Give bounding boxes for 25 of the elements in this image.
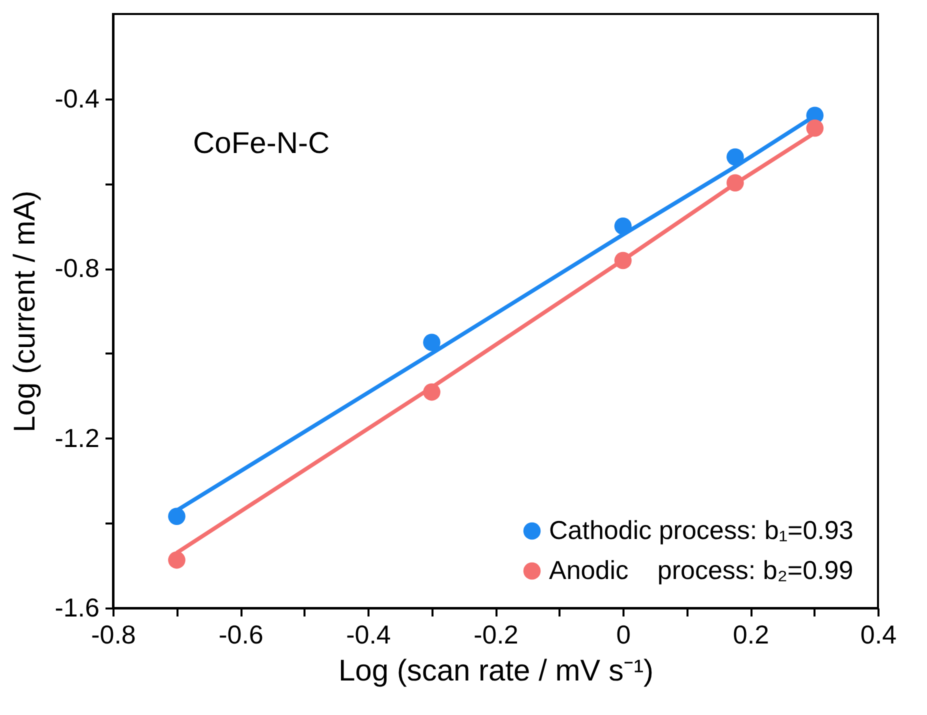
annotation: CoFe-N-C: [193, 127, 330, 160]
point: [614, 252, 632, 270]
point: [423, 334, 440, 352]
x-tick-label: -0.4: [346, 620, 391, 650]
legend-label: Cathodic process: b₁=0.93: [549, 515, 854, 545]
point: [806, 119, 824, 137]
legend-label: Anodic process: b₂=0.99: [549, 555, 854, 585]
point: [168, 508, 186, 525]
y-tick-label: -1.2: [54, 422, 100, 453]
x-axis-title: Log (scan rate / mV s⁻¹): [338, 654, 654, 688]
point: [614, 218, 632, 235]
point: [423, 383, 440, 401]
y-tick-label: -0.8: [54, 253, 100, 284]
y-tick-label: -1.6: [54, 592, 100, 622]
point: [726, 148, 744, 166]
x-tick-label: -0.8: [91, 620, 136, 650]
x-tick-label: -0.2: [474, 620, 518, 650]
point: [726, 174, 744, 192]
x-tick-label: 0: [616, 620, 631, 650]
y-tick-label: -0.4: [54, 83, 100, 114]
point: [168, 551, 186, 569]
x-tick-label: 0.2: [732, 620, 770, 650]
y-axis-title: Log (current / mA): [8, 190, 42, 432]
x-tick-label: 0.4: [860, 620, 897, 650]
x-tick-label: -0.6: [218, 620, 264, 650]
